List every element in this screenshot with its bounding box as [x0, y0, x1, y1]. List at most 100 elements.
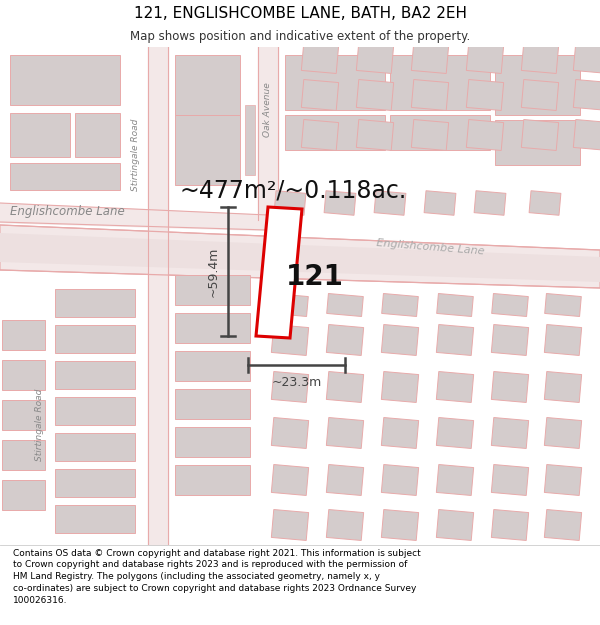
Polygon shape: [412, 119, 449, 151]
Polygon shape: [55, 397, 135, 425]
Polygon shape: [491, 464, 529, 496]
Polygon shape: [382, 418, 419, 449]
Polygon shape: [356, 42, 394, 74]
Polygon shape: [175, 465, 250, 495]
Polygon shape: [175, 115, 240, 185]
Polygon shape: [55, 505, 135, 533]
Polygon shape: [55, 289, 135, 317]
Polygon shape: [495, 55, 580, 115]
Polygon shape: [271, 464, 308, 496]
Polygon shape: [55, 361, 135, 389]
Polygon shape: [0, 225, 600, 288]
Polygon shape: [2, 480, 45, 510]
Polygon shape: [390, 55, 490, 110]
Text: Contains OS data © Crown copyright and database right 2021. This information is : Contains OS data © Crown copyright and d…: [13, 549, 421, 605]
Polygon shape: [491, 294, 529, 316]
Text: Englishcombe Lane: Englishcombe Lane: [376, 238, 484, 256]
Polygon shape: [10, 113, 70, 157]
Text: Map shows position and indicative extent of the property.: Map shows position and indicative extent…: [130, 30, 470, 43]
Polygon shape: [382, 294, 418, 316]
Polygon shape: [326, 418, 364, 449]
Polygon shape: [574, 79, 600, 111]
Polygon shape: [390, 115, 490, 150]
Polygon shape: [382, 324, 419, 356]
Polygon shape: [382, 509, 419, 541]
Polygon shape: [0, 233, 600, 282]
Polygon shape: [175, 389, 250, 419]
Polygon shape: [424, 191, 456, 215]
Polygon shape: [495, 120, 580, 165]
Polygon shape: [544, 464, 581, 496]
Text: Oak Avenue: Oak Avenue: [263, 82, 272, 138]
Polygon shape: [491, 324, 529, 356]
Text: ~23.3m: ~23.3m: [271, 376, 322, 389]
Polygon shape: [272, 294, 308, 316]
Polygon shape: [2, 440, 45, 470]
Polygon shape: [326, 294, 364, 316]
Polygon shape: [324, 191, 356, 215]
Polygon shape: [326, 509, 364, 541]
Polygon shape: [544, 418, 581, 449]
Polygon shape: [412, 79, 449, 111]
Polygon shape: [10, 55, 120, 105]
Polygon shape: [466, 79, 503, 111]
Polygon shape: [374, 191, 406, 215]
Polygon shape: [544, 324, 581, 356]
Text: ~59.4m: ~59.4m: [206, 246, 220, 297]
Polygon shape: [326, 324, 364, 356]
Polygon shape: [175, 427, 250, 457]
Text: Stirtingale Road: Stirtingale Road: [131, 119, 139, 191]
Polygon shape: [521, 79, 559, 111]
Polygon shape: [545, 294, 581, 316]
Polygon shape: [285, 115, 385, 150]
Polygon shape: [382, 371, 419, 402]
Text: 121, ENGLISHCOMBE LANE, BATH, BA2 2EH: 121, ENGLISHCOMBE LANE, BATH, BA2 2EH: [133, 6, 467, 21]
Text: Stirtingale Road: Stirtingale Road: [35, 389, 44, 461]
Polygon shape: [474, 191, 506, 215]
Polygon shape: [256, 207, 302, 338]
Polygon shape: [436, 418, 473, 449]
Polygon shape: [437, 294, 473, 316]
Polygon shape: [271, 418, 308, 449]
Polygon shape: [491, 371, 529, 402]
Polygon shape: [301, 42, 338, 74]
Polygon shape: [175, 275, 250, 305]
Polygon shape: [285, 55, 385, 110]
Polygon shape: [271, 509, 308, 541]
Polygon shape: [175, 313, 250, 343]
Polygon shape: [436, 464, 473, 496]
Polygon shape: [466, 119, 503, 151]
Polygon shape: [574, 42, 600, 74]
Polygon shape: [271, 324, 308, 356]
Polygon shape: [175, 351, 250, 381]
Polygon shape: [544, 371, 581, 402]
Polygon shape: [2, 360, 45, 390]
Polygon shape: [544, 509, 581, 541]
Polygon shape: [356, 79, 394, 111]
Polygon shape: [436, 371, 473, 402]
Polygon shape: [491, 509, 529, 541]
Polygon shape: [10, 163, 120, 190]
Polygon shape: [412, 42, 449, 74]
Polygon shape: [301, 119, 338, 151]
Polygon shape: [521, 42, 559, 74]
Polygon shape: [55, 469, 135, 497]
Polygon shape: [326, 371, 364, 402]
Text: ~477m²/~0.118ac.: ~477m²/~0.118ac.: [180, 178, 407, 202]
Polygon shape: [436, 509, 473, 541]
Polygon shape: [245, 105, 255, 175]
Polygon shape: [574, 119, 600, 151]
Polygon shape: [356, 119, 394, 151]
Text: 121: 121: [286, 263, 344, 291]
Polygon shape: [326, 464, 364, 496]
Polygon shape: [271, 371, 308, 402]
Polygon shape: [491, 418, 529, 449]
Polygon shape: [2, 320, 45, 350]
Polygon shape: [301, 79, 338, 111]
Polygon shape: [274, 191, 306, 215]
Polygon shape: [55, 433, 135, 461]
Polygon shape: [436, 324, 473, 356]
Polygon shape: [55, 325, 135, 353]
Polygon shape: [521, 119, 559, 151]
Text: Englishcombe Lane: Englishcombe Lane: [10, 204, 125, 217]
